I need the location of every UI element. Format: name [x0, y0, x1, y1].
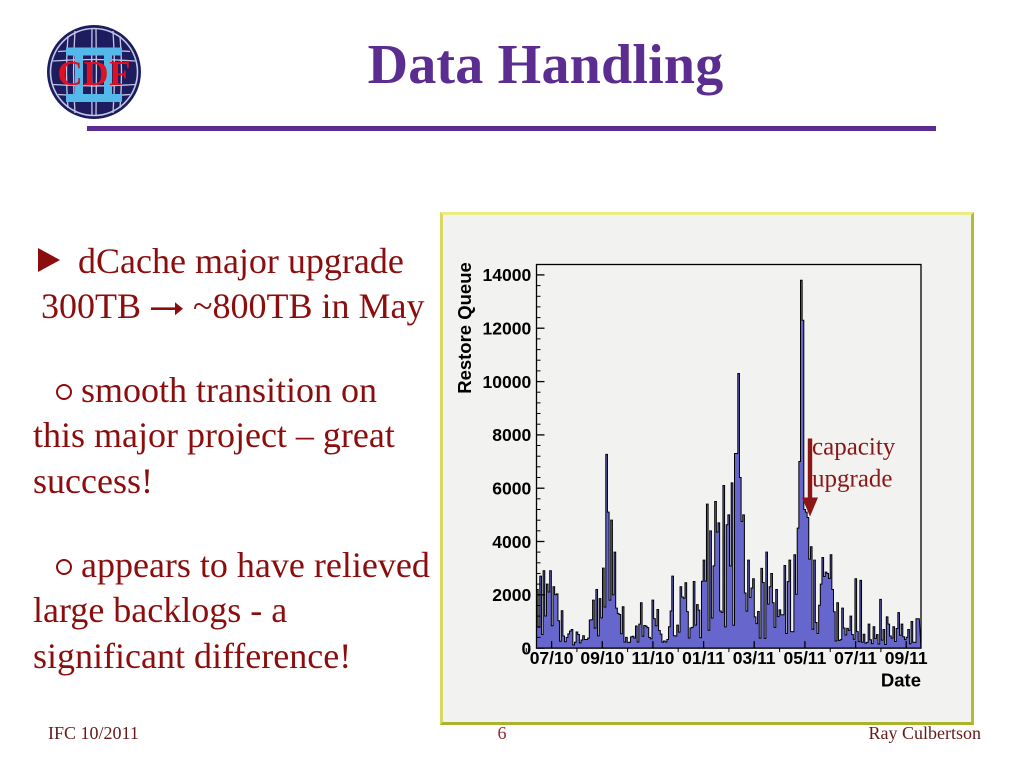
svg-text:upgrade: upgrade	[812, 465, 893, 492]
svg-text:4000: 4000	[492, 531, 531, 551]
svg-text:Date: Date	[881, 669, 921, 690]
svg-text:07/10: 07/10	[530, 648, 574, 668]
svg-text:10000: 10000	[483, 371, 532, 391]
svg-text:09/10: 09/10	[580, 648, 624, 668]
svg-text:6000: 6000	[492, 478, 531, 498]
svg-text:capacity: capacity	[812, 433, 896, 460]
svg-text:03/11: 03/11	[733, 648, 776, 668]
svg-text:Restore Queue: Restore Queue	[454, 262, 475, 394]
svg-text:09/11: 09/11	[885, 648, 928, 668]
svg-text:05/11: 05/11	[783, 648, 826, 668]
svg-text:14000: 14000	[483, 265, 532, 285]
svg-text:CDF: CDF	[58, 54, 131, 93]
svg-text:8000: 8000	[492, 425, 531, 445]
svg-text:2000: 2000	[492, 585, 531, 605]
svg-text:07/11: 07/11	[834, 648, 877, 668]
svg-text:11/10: 11/10	[631, 648, 674, 668]
svg-text:01/11: 01/11	[682, 648, 725, 668]
svg-text:12000: 12000	[483, 318, 532, 338]
